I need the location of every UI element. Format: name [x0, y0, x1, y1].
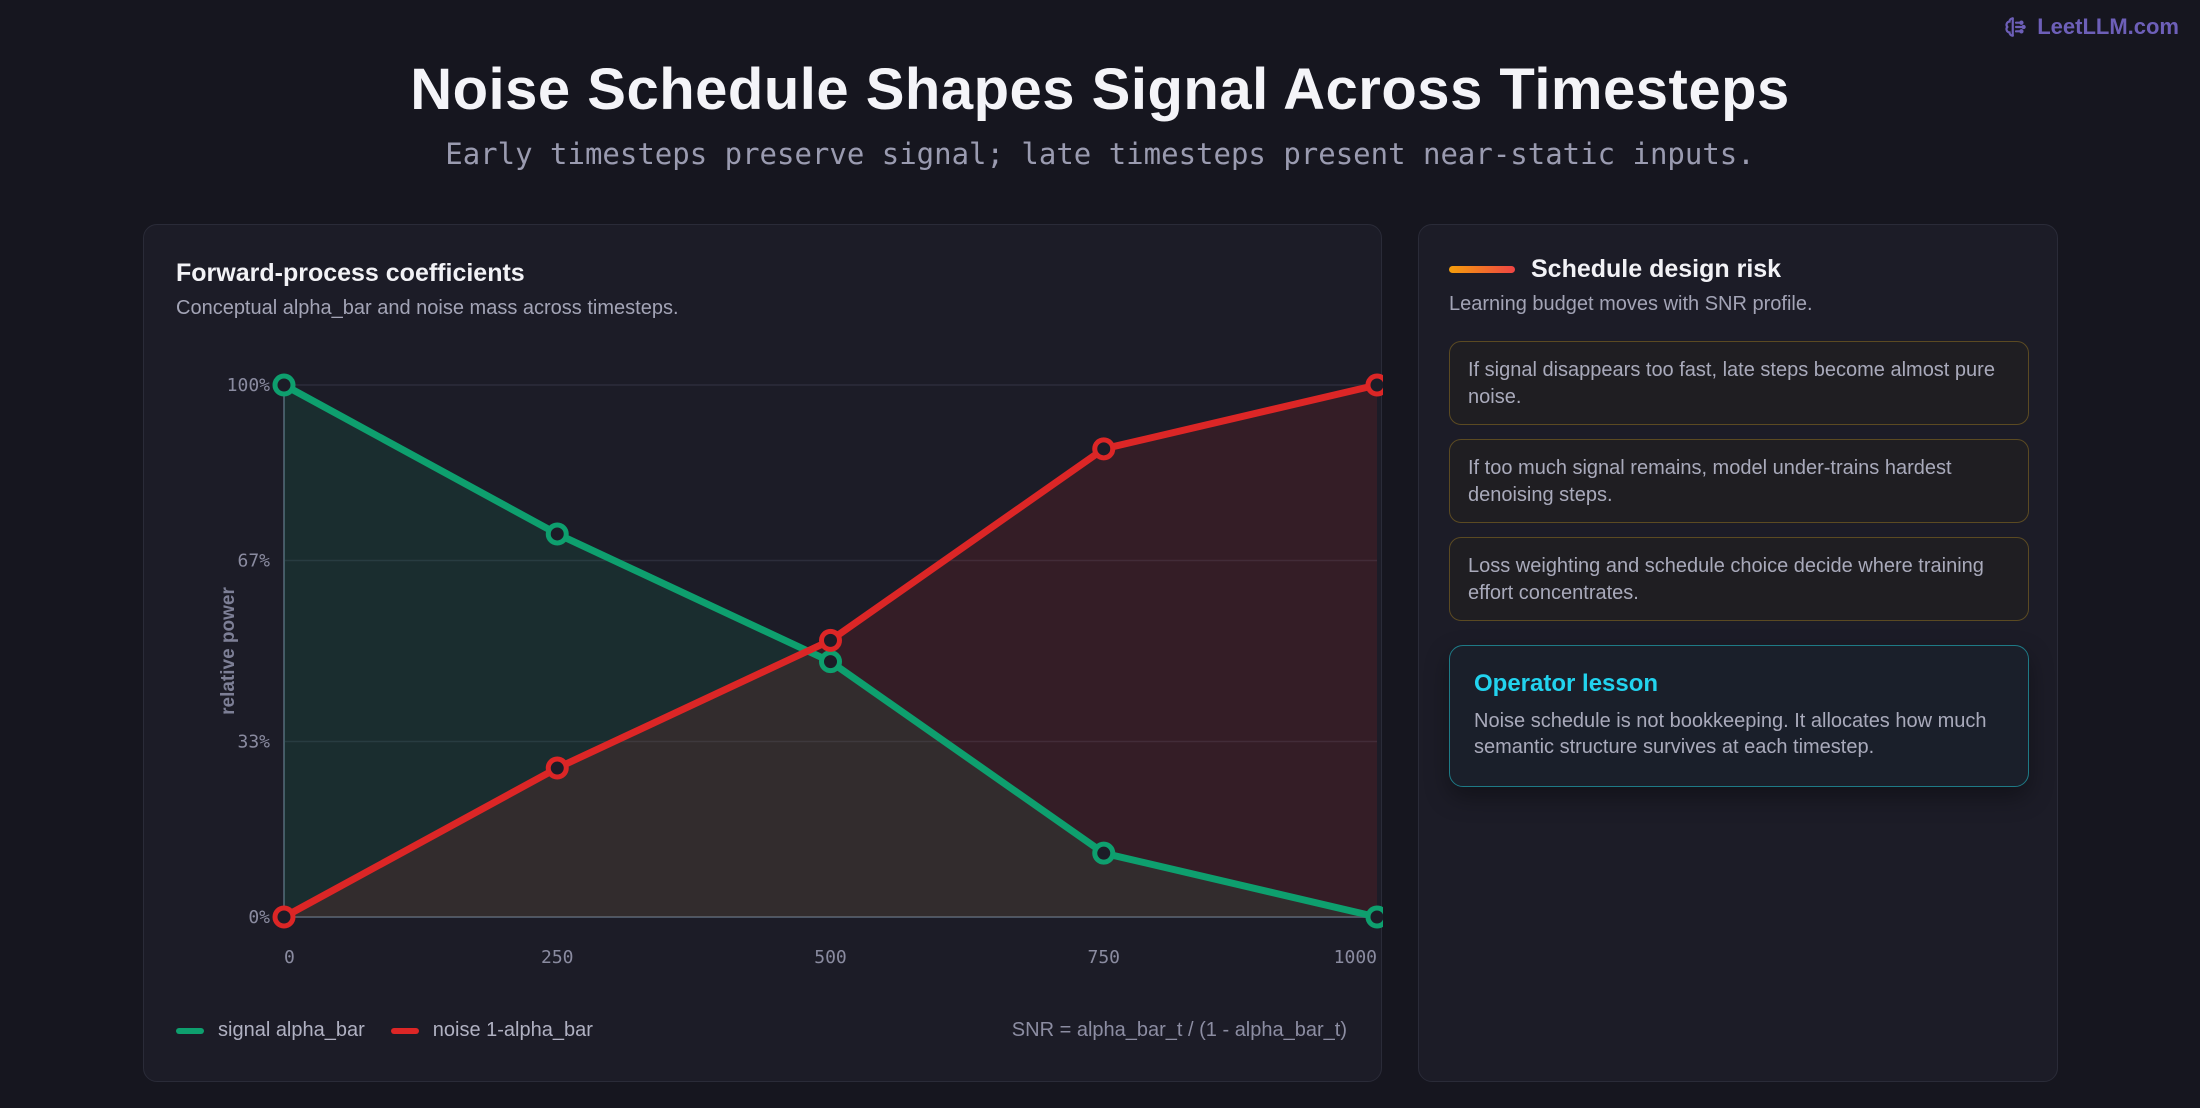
data-point [1092, 437, 1116, 461]
snr-formula: SNR = alpha_bar_t / (1 - alpha_bar_t) [1011, 1019, 1347, 1041]
accent-bar [1449, 266, 1515, 273]
legend-label-noise: noise 1-alpha_bar [432, 1019, 593, 1041]
lesson-text: Noise schedule is not bookkeeping. It al… [1474, 710, 1987, 758]
operator-lesson-box: Operator lesson Noise schedule is not bo… [1449, 645, 2029, 787]
y-tick-label: 67% [237, 551, 270, 572]
legend-label-signal: signal alpha_bar [218, 1019, 365, 1041]
y-axis-label: relative power [218, 587, 239, 715]
risk-item: If too much signal remains, model under-… [1449, 439, 2029, 523]
data-point [819, 628, 842, 652]
y-tick-label: 100% [227, 375, 271, 396]
x-tick-label: 500 [814, 947, 847, 968]
legend-item-noise: noise 1-alpha_bar [390, 1019, 593, 1042]
legend-swatch-noise [390, 1027, 419, 1034]
data-point [545, 756, 569, 780]
x-tick-label: 1000 [1334, 947, 1377, 968]
side-card: Schedule design risk Learning budget mov… [1418, 224, 2058, 1082]
data-point [1365, 905, 1383, 929]
legend-swatch-signal [176, 1027, 204, 1034]
brand-name: LeetLLM.com [2037, 14, 2179, 39]
chart-card: Forward-process coefficients Conceptual … [143, 224, 1383, 1082]
side-card-subtitle: Learning budget moves with SNR profile. [1449, 293, 1813, 315]
brain-icon [2005, 17, 2026, 37]
data-point [1365, 373, 1383, 397]
lesson-title: Operator lesson [1474, 670, 1659, 697]
series-area [284, 385, 1377, 917]
brand-logo[interactable]: LeetLLM.com [2003, 14, 2179, 40]
page-subtitle: Early timesteps preserve signal; late ti… [445, 137, 1755, 171]
y-tick-label: 33% [237, 731, 270, 752]
x-tick-label: 750 [1087, 947, 1120, 968]
risk-item: If signal disappears too fast, late step… [1449, 341, 2029, 425]
x-tick-label: 0 [284, 947, 295, 968]
chart-legend: signal alpha_bar noise 1-alpha_bar [176, 1019, 593, 1042]
data-point [545, 522, 569, 546]
page-title: Noise Schedule Shapes Signal Across Time… [410, 57, 1790, 122]
data-point [272, 373, 296, 397]
x-tick-label: 250 [541, 947, 574, 968]
risk-item: Loss weighting and schedule choice decid… [1449, 537, 2029, 621]
data-point [819, 650, 842, 674]
chart-card-title: Forward-process coefficients [176, 259, 525, 287]
chart-area: 100% 67% 33% 0% 0 250 500 750 1000 relative power [218, 373, 1383, 968]
side-card-title: Schedule design risk [1531, 255, 1782, 283]
data-point [272, 905, 296, 929]
y-tick-label: 0% [248, 907, 270, 928]
data-point [1092, 841, 1116, 865]
legend-item-signal: signal alpha_bar [176, 1019, 365, 1042]
page-header: Noise Schedule Shapes Signal Across Time… [0, 56, 2200, 171]
chart-card-subtitle: Conceptual alpha_bar and noise mass acro… [176, 297, 679, 319]
side-card-header: Schedule design risk [1449, 255, 1781, 284]
